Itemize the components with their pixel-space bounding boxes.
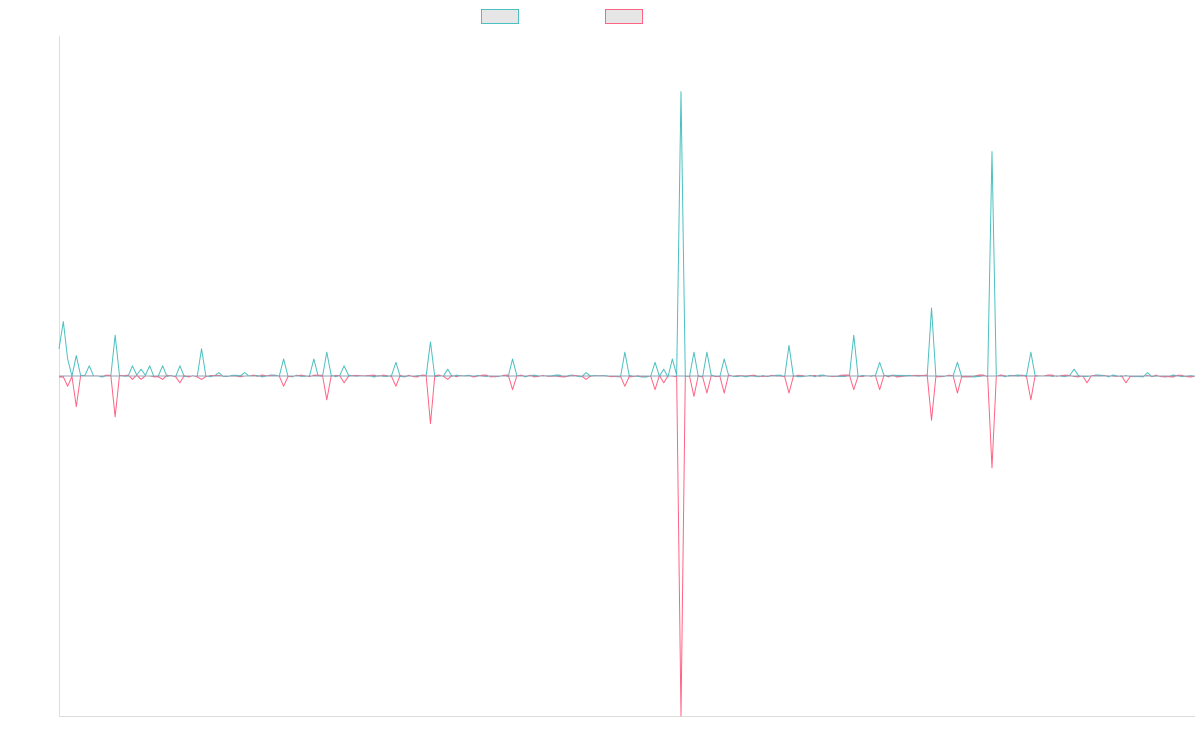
data-point-series-1-29[interactable] xyxy=(705,350,709,354)
data-point-series-1-14[interactable] xyxy=(282,357,286,361)
data-point-series-1-28[interactable] xyxy=(692,350,696,354)
legend-swatch-series-2 xyxy=(605,9,643,24)
data-point-series-1-20[interactable] xyxy=(446,367,450,371)
data-point-series-1-23[interactable] xyxy=(623,350,627,354)
data-point-series-1-5[interactable] xyxy=(113,333,117,337)
data-point-series-1-31[interactable] xyxy=(787,343,791,347)
data-point-series-2-22[interactable] xyxy=(722,391,726,395)
data-point-series-2-7[interactable] xyxy=(200,377,204,381)
data-point-series-1-13[interactable] xyxy=(243,371,247,375)
data-point-series-1-16[interactable] xyxy=(325,350,329,354)
data-point-series-2-29[interactable] xyxy=(1029,398,1033,402)
data-point-series-1-4[interactable] xyxy=(87,364,91,368)
data-point-series-1-27[interactable] xyxy=(679,90,683,94)
data-point-series-2-18[interactable] xyxy=(662,381,666,385)
data-point-series-2-17[interactable] xyxy=(653,388,657,392)
data-point-series-2-25[interactable] xyxy=(878,388,882,392)
series-line-2 xyxy=(58,374,1196,717)
data-point-series-2-12[interactable] xyxy=(428,422,432,426)
data-point-series-2-24[interactable] xyxy=(852,388,856,392)
data-point-series-2-0[interactable] xyxy=(66,384,70,388)
data-point-series-2-16[interactable] xyxy=(623,384,627,388)
data-point-series-1-30[interactable] xyxy=(722,357,726,361)
series-layer xyxy=(57,90,1196,718)
data-point-series-2-19[interactable] xyxy=(679,714,683,718)
data-point-series-2-23[interactable] xyxy=(787,391,791,395)
data-point-series-1-18[interactable] xyxy=(394,360,398,364)
data-point-series-2-8[interactable] xyxy=(282,384,286,388)
data-point-series-1-21[interactable] xyxy=(511,357,515,361)
data-point-series-2-13[interactable] xyxy=(446,377,450,381)
data-point-series-1-39[interactable] xyxy=(1145,371,1149,375)
data-point-series-2-20[interactable] xyxy=(692,394,696,398)
data-point-series-2-4[interactable] xyxy=(139,377,143,381)
data-point-series-2-30[interactable] xyxy=(1085,381,1089,385)
data-point-series-1-10[interactable] xyxy=(178,364,182,368)
data-point-series-1-19[interactable] xyxy=(428,340,432,344)
data-point-series-2-15[interactable] xyxy=(584,377,588,381)
data-point-series-1-26[interactable] xyxy=(670,357,674,361)
data-point-series-1-12[interactable] xyxy=(217,371,221,375)
data-point-series-1-3[interactable] xyxy=(74,354,78,358)
data-point-series-1-9[interactable] xyxy=(161,364,165,368)
data-point-series-2-3[interactable] xyxy=(130,377,134,381)
data-point-series-1-7[interactable] xyxy=(139,367,143,371)
data-point-series-1-1[interactable] xyxy=(61,320,65,324)
data-point-series-2-21[interactable] xyxy=(705,391,709,395)
data-point-series-1-34[interactable] xyxy=(930,306,934,310)
data-point-series-2-28[interactable] xyxy=(990,466,994,470)
data-point-series-2-1[interactable] xyxy=(74,405,78,409)
data-point-series-1-8[interactable] xyxy=(148,364,152,368)
data-point-series-2-9[interactable] xyxy=(325,398,329,402)
data-point-series-2-11[interactable] xyxy=(394,384,398,388)
data-point-series-2-14[interactable] xyxy=(511,388,515,392)
data-point-series-1-32[interactable] xyxy=(852,333,856,337)
series-line-1 xyxy=(58,91,1196,378)
data-point-series-1-6[interactable] xyxy=(130,364,134,368)
data-point-series-1-25[interactable] xyxy=(662,367,666,371)
data-point-series-2-6[interactable] xyxy=(178,381,182,385)
data-point-series-2-2[interactable] xyxy=(113,415,117,419)
data-point-series-1-38[interactable] xyxy=(1072,367,1076,371)
data-point-series-2-27[interactable] xyxy=(955,391,959,395)
data-point-series-2-10[interactable] xyxy=(342,381,346,385)
data-point-series-1-33[interactable] xyxy=(878,360,882,364)
data-point-series-1-24[interactable] xyxy=(653,360,657,364)
data-point-series-2-26[interactable] xyxy=(930,418,934,422)
data-point-series-1-0[interactable] xyxy=(57,347,61,351)
data-point-series-1-35[interactable] xyxy=(955,360,959,364)
data-point-series-1-36[interactable] xyxy=(990,150,994,154)
data-point-series-1-11[interactable] xyxy=(200,347,204,351)
data-point-series-2-5[interactable] xyxy=(161,377,165,381)
data-point-series-1-22[interactable] xyxy=(584,371,588,375)
data-point-series-1-17[interactable] xyxy=(342,364,346,368)
data-point-series-1-37[interactable] xyxy=(1029,350,1033,354)
data-point-series-2-31[interactable] xyxy=(1124,381,1128,385)
legend-swatch-series-1 xyxy=(481,9,519,24)
data-point-series-1-15[interactable] xyxy=(312,357,316,361)
data-point-series-1-2[interactable] xyxy=(66,357,70,361)
